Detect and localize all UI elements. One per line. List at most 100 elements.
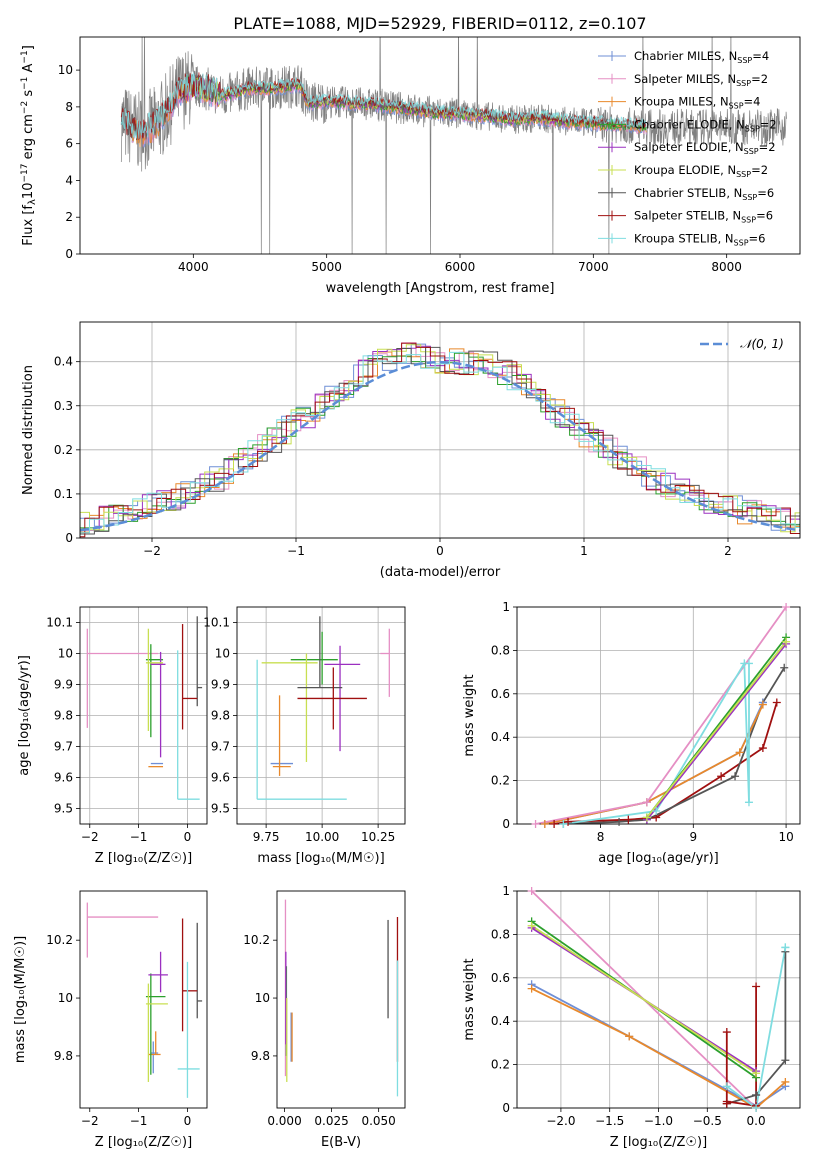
x-tick-label: −1.5 [595,1114,624,1128]
point-marker-salpeter_miles [531,820,540,828]
series-line-kroupa_elodie [531,924,757,1075]
y-tick-label: 1 [502,884,510,898]
axes-frame [79,36,801,255]
y-tick-label: 9.5 [211,802,230,816]
legend-label-salpeter_elodie: Salpeter ELODIE, NSSP=2 [634,140,776,156]
x-tick-label: 10.25 [361,830,395,844]
plot-area [256,616,390,800]
y-tick-label: 9.6 [211,771,230,785]
y-tick-label: 0.3 [54,399,73,413]
y-tick-label: 9.6 [54,771,73,785]
x-tick-label: 8 [597,830,605,844]
point-marker-salpeter_stelib [772,698,781,707]
x-tick-label: 10 [778,830,793,844]
axes-frame [79,890,208,1109]
normal-distribution-curve [80,360,800,532]
y-tick-label: 0.6 [491,971,510,985]
y-tick-label: 0 [502,817,510,831]
x-tick-label: 0.000 [267,1114,301,1128]
point-marker-kroupa_stelib [744,659,753,668]
point-marker-salpeter_stelib [624,815,633,824]
mass-weight-vs-age-panel: 8 9 10 0 0.2 0.4 0.6 0.8 1 age [log₁₀(age/yr)] mas… [462,600,801,866]
y-tick-label: 9.9 [211,678,230,692]
x-tick-label: 6000 [445,260,476,274]
mass-vs-metallicity-panel: −2 −1 0 9.8 10 10.2 Z [log₁₀(Z/Z☉)] mass [log₁₀… [13,890,208,1150]
axes-frame [516,890,801,1109]
point-marker-kroupa_miles [540,820,549,828]
x-tick-label: 5000 [311,260,342,274]
y-tick-label: 6 [65,137,73,151]
legend-label-kroupa_elodie: Kroupa ELODIE, NSSP=2 [634,163,768,179]
series-line-kroupa_elodie [646,641,787,819]
histogram-step-kroupa_miles [80,348,800,533]
x-tick-label: −2 [143,544,161,558]
x-axis-label: mass [log₁₀(M/M☉)] [257,851,384,866]
series-line-chabrier_stelib [726,951,787,1105]
y-axis-label: Flux [fλ10−17 erg cm−2 s−1 A−1] [20,45,38,246]
axes-frame [276,890,406,1109]
plot-area [120,37,787,254]
point-marker-salpeter_stelib [752,982,761,991]
y-tick-label: 10.2 [243,933,270,947]
point-marker-kroupa_stelib [744,798,753,807]
x-tick-label: 4000 [178,260,209,274]
point-marker-salpeter_stelib [717,772,726,781]
legend-label-kroupa_stelib: Kroupa STELIB, NSSP=6 [634,231,765,247]
legend-label-chabrier_miles: Chabrier MILES, NSSP=4 [634,49,769,65]
point-marker-kroupa_elodie [752,1069,761,1078]
axes-frame [79,321,801,539]
x-tick-label: −1 [130,1114,148,1128]
x-tick-label: 9 [689,830,697,844]
plot-area [535,607,787,824]
legend-label-salpeter_miles: Salpeter MILES, NSSP=2 [634,72,768,88]
age-vs-mass-panel: 9.75 10.00 10.25 9.5 9.6 9.7 9.8 9.9 10 10.1 mass … [203,606,406,866]
x-tick-label: 0 [436,544,444,558]
point-marker-salpeter_stelib [550,820,559,828]
y-tick-label: 9.7 [211,740,230,754]
point-marker-kroupa_stelib [781,943,790,952]
y-tick-label: 0.4 [54,355,73,369]
x-tick-label: −2 [81,830,99,844]
x-tick-label: 1 [580,544,588,558]
y-axis-label: Normed distribution [21,365,36,495]
y-tick-label: 9.7 [54,740,73,754]
point-marker-salpeter_stelib [722,1097,731,1106]
plot-area [86,616,203,800]
series-line-salpeter_elodie [646,643,787,821]
y-tick-label: 0.4 [491,730,510,744]
x-axis-label: Z [log₁₀(Z/Z☉)] [610,1135,707,1150]
x-tick-label: 2 [724,544,732,558]
x-tick-label: 0 [184,830,192,844]
point-marker-chabrier_stelib [781,1056,790,1065]
point-marker-salpeter_stelib [758,744,767,753]
y-tick-label: 0.1 [54,487,73,501]
x-axis-label: wavelength [Angstrom, rest frame] [326,281,555,296]
x-tick-label: −2 [81,1114,99,1128]
point-marker-chabrier_stelib [780,663,789,672]
point-marker-chabrier_stelib [731,772,740,781]
legend-label-chabrier_stelib: Chabrier STELIB, NSSP=6 [634,186,774,202]
y-tick-label: 10 [215,647,230,661]
figure-title: PLATE=1088, MJD=52929, FIBERID=0112, z=0… [233,14,646,33]
y-tick-label: 0.4 [491,1014,510,1028]
y-tick-label: 10 [58,991,73,1005]
x-tick-label: 10.00 [305,830,339,844]
model-line-kroupa_stelib [120,72,647,139]
plot-area [284,899,399,1097]
y-tick-label: 4 [65,173,73,187]
plot-area [530,891,787,1108]
x-tick-label: −1.0 [644,1114,673,1128]
y-axis-label: mass [log₁₀(M/M☉)] [13,936,28,1063]
mass-weight-vs-metallicity-panel: −2.0 −1.5 −1.0 −0.5 0.0 0 0.2 0.4 0.6 0.8 1 Z [log₁… [462,884,801,1150]
y-tick-label: 9.8 [251,1049,270,1063]
y-tick-label: 0.8 [491,927,510,941]
histogram-step-kroupa_stelib [80,351,800,534]
y-tick-label: 9.5 [54,802,73,816]
x-tick-label: −0.5 [693,1114,722,1128]
axes-frame [79,606,208,825]
mass-vs-ebv-panel: 0.000 0.025 0.050 9.8 10 10.2 E(B-V) [243,890,406,1150]
plot-area [86,902,203,1098]
y-axis-label: mass weight [462,674,477,756]
x-axis-label: Z [log₁₀(Z/Z☉)] [95,851,192,866]
x-tick-label: −1 [130,830,148,844]
